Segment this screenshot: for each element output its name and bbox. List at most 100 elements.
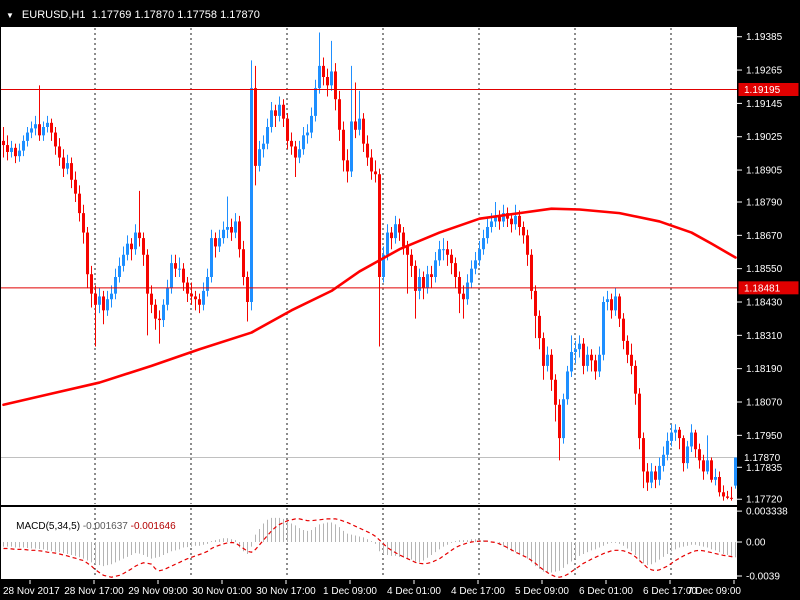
candle-body: [450, 254, 453, 264]
candle-body: [638, 393, 641, 439]
symbol-dropdown-icon[interactable]: ▼: [6, 10, 14, 20]
candle-body: [478, 249, 481, 261]
time-axis-label: 6 Dec 01:00: [579, 586, 633, 597]
candle-body: [290, 140, 293, 147]
candle-body: [366, 143, 369, 158]
candle-body: [606, 299, 609, 302]
level-price-label: 1.19195: [744, 85, 781, 96]
symbol-info-bar: ▼ EURUSD,H1 1.17769 1.17870 1.17758 1.17…: [6, 7, 260, 23]
time-axis-label: 7 Dec 09:00: [687, 586, 741, 597]
candle-body: [122, 254, 125, 266]
candle-body: [626, 340, 629, 355]
candle-body: [222, 229, 225, 239]
candle-body: [146, 254, 149, 294]
candle-body: [682, 438, 685, 464]
candle-body: [70, 163, 73, 180]
candle-body: [370, 157, 373, 172]
candle-body: [454, 263, 457, 277]
candle-body: [102, 296, 105, 311]
candle-body: [598, 354, 601, 372]
candle-body: [610, 299, 613, 311]
candle-body: [258, 149, 261, 166]
candle-body: [330, 71, 333, 86]
candle-body: [98, 296, 101, 305]
candle-body: [634, 365, 637, 394]
candle-body: [218, 238, 221, 247]
candle-body: [466, 282, 469, 300]
candle-body: [26, 132, 29, 141]
candle-body: [446, 249, 449, 255]
candle-body: [206, 277, 209, 291]
candle-body: [622, 318, 625, 341]
candle-body: [34, 124, 37, 129]
candle-body: [642, 438, 645, 472]
candle-body: [442, 249, 445, 251]
candle-body: [30, 128, 33, 133]
candle-body: [42, 127, 45, 136]
candle-body: [326, 77, 329, 86]
candle-body: [586, 354, 589, 366]
candle-body: [250, 88, 253, 302]
candle-body: [498, 215, 501, 222]
candle-body: [14, 147, 17, 157]
macd-axis-label: -0.0039: [746, 572, 780, 583]
candle-body: [114, 277, 117, 294]
time-axis-label: 4 Dec 17:00: [451, 586, 505, 597]
candle-body: [110, 293, 113, 300]
level-price-label: 1.18481: [744, 283, 781, 294]
candle-body: [458, 277, 461, 294]
candle-body: [242, 249, 245, 277]
candle-body: [362, 118, 365, 144]
bar-low-value: 1.17758: [177, 9, 218, 21]
time-axis-label: 28 Nov 17:00: [64, 586, 124, 597]
candle-body: [62, 157, 65, 169]
candle-body: [690, 432, 693, 447]
candle-body: [706, 460, 709, 472]
price-axis-label: 1.17950: [746, 431, 783, 442]
candle-body: [686, 446, 689, 464]
price-axis-label: 1.19265: [746, 66, 783, 77]
candle-body: [194, 296, 197, 300]
candle-body: [578, 343, 581, 350]
candle-body: [434, 260, 437, 277]
candle-body: [574, 349, 577, 352]
candle-body: [398, 224, 401, 233]
candle-body: [462, 293, 465, 300]
candle-body: [470, 268, 473, 283]
candle-body: [662, 454, 665, 466]
macd-axis-label: 0.00: [746, 538, 766, 549]
candle-body: [482, 238, 485, 250]
candle-body: [338, 99, 341, 130]
candle-body: [650, 471, 653, 483]
candle-body: [402, 232, 405, 247]
moving-average-line: [2, 207, 737, 407]
candle-body: [490, 221, 493, 227]
macd-signal-value: -0.001646: [127, 521, 176, 532]
candle-body: [594, 360, 597, 372]
price-axis-label: 1.18310: [746, 331, 783, 342]
candle-body: [602, 302, 605, 355]
candle-body: [702, 460, 705, 472]
candle-body: [10, 147, 13, 152]
candle-body: [150, 293, 153, 305]
candle-body: [162, 304, 165, 321]
candle-body: [726, 496, 729, 498]
candle-body: [514, 215, 517, 225]
candle-body: [190, 293, 193, 297]
candle-body: [566, 371, 569, 400]
bar-high-value: 1.17870: [134, 9, 175, 21]
candle-body: [138, 232, 141, 239]
candle-body: [646, 471, 649, 483]
candle-body: [522, 227, 525, 236]
candle-body: [374, 171, 377, 175]
candle-body: [6, 145, 9, 152]
candle-body: [394, 224, 397, 239]
candle-body: [134, 232, 137, 250]
candle-body: [126, 243, 129, 255]
price-axis-label: 1.18905: [746, 166, 783, 177]
candle-body: [530, 254, 533, 291]
candle-body: [58, 146, 61, 158]
current-price-tag: [738, 451, 799, 465]
candle-body: [382, 254, 385, 277]
